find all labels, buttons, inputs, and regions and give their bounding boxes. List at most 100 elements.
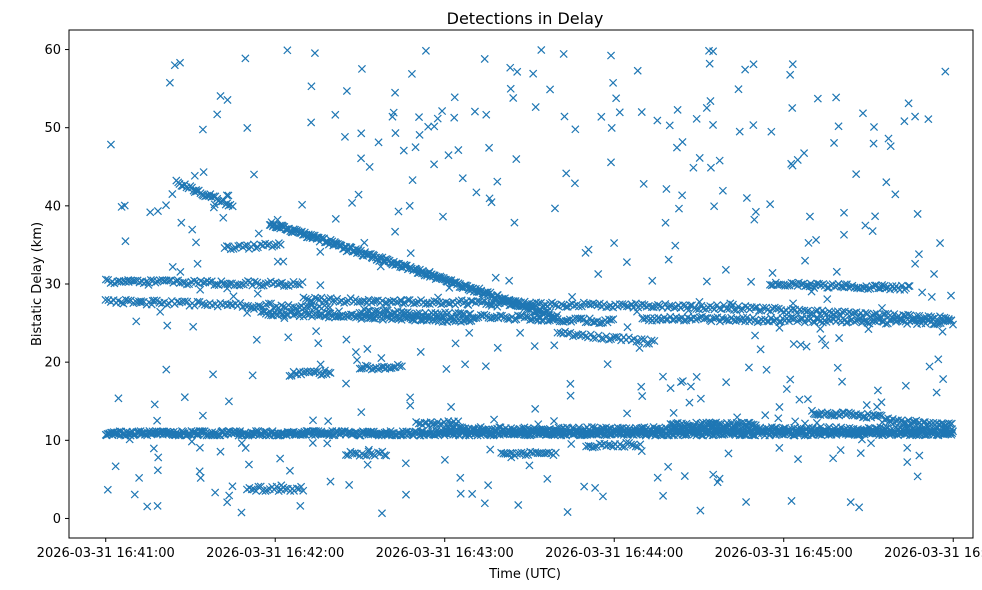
detection-point [742, 193, 751, 203]
detection-point [153, 501, 162, 510]
detection-point [456, 489, 465, 498]
detection-point [438, 212, 448, 221]
x-tick-label: 2026-03-31 16:45:00 [715, 546, 853, 561]
detection-point [326, 477, 335, 486]
detection-point [925, 362, 934, 371]
detection-point [506, 63, 515, 72]
detection-point [283, 46, 292, 55]
detection-point [506, 84, 515, 93]
detection-point [622, 302, 631, 311]
detection-point [273, 257, 282, 266]
detection-point [241, 54, 250, 63]
detection-point [665, 301, 674, 310]
detection-point [871, 212, 880, 221]
detection-point [411, 143, 420, 152]
detection-point [802, 342, 811, 351]
detection-point [450, 113, 459, 122]
detection-point [835, 334, 844, 343]
detection-point [718, 186, 727, 195]
detection-point [570, 179, 579, 188]
detection-point [357, 154, 366, 163]
detection-point [509, 93, 518, 103]
detection-point [838, 377, 847, 386]
detection-point [793, 455, 803, 464]
detection-point [918, 288, 927, 297]
detection-point [480, 499, 489, 508]
detection-point [212, 280, 221, 289]
detection-point [472, 188, 481, 197]
detection-point [685, 398, 694, 407]
detection-point [237, 508, 246, 517]
detection-point [357, 408, 366, 417]
detection-point [775, 443, 784, 452]
detection-point [775, 323, 784, 332]
detection-point [791, 417, 800, 426]
detection-point [200, 300, 209, 309]
detection-point [406, 401, 415, 410]
detection-point [615, 108, 624, 117]
detection-point [571, 125, 580, 134]
detection-point [135, 473, 144, 482]
detection-point [365, 162, 374, 171]
detection-point [374, 138, 383, 147]
detection-point [812, 418, 821, 427]
detection-point [560, 112, 569, 121]
detection-point [223, 498, 232, 507]
detection-point [531, 404, 540, 413]
detection-point [789, 299, 798, 308]
detection-point [124, 296, 133, 305]
detection-point [405, 201, 414, 210]
detection-point [620, 301, 629, 310]
detection-point [357, 64, 366, 73]
detection-point [150, 296, 159, 305]
detection-point [803, 395, 812, 404]
detection-point [747, 277, 756, 286]
detection-point [146, 208, 155, 217]
detection-point [207, 277, 216, 286]
detection-point [252, 335, 261, 344]
detection-point [751, 331, 760, 340]
detection-point [666, 384, 675, 393]
detection-point [761, 411, 770, 420]
detection-point [529, 69, 538, 78]
detection-point [546, 85, 555, 94]
detection-point [236, 298, 245, 307]
detection-point [226, 279, 235, 288]
y-tick-label: 20 [44, 356, 61, 371]
detection-point [363, 460, 372, 469]
detection-point [444, 299, 453, 308]
detection-point [323, 439, 332, 448]
detection-point [176, 267, 185, 276]
detection-point [324, 295, 333, 304]
detection-point [741, 65, 750, 74]
detection-point [946, 291, 956, 300]
detection-point [706, 97, 715, 106]
detection-point [735, 127, 744, 136]
detection-point [721, 265, 730, 274]
detection-point [156, 307, 165, 316]
detection-point [749, 60, 758, 69]
detection-point [793, 155, 802, 164]
detection-point [381, 298, 390, 307]
detection-point [830, 138, 839, 147]
detection-point [111, 462, 120, 471]
detection-point [136, 298, 145, 307]
detection-point [873, 386, 882, 395]
detection-point [715, 156, 724, 165]
detection-point [328, 296, 337, 305]
detection-point [153, 466, 162, 475]
detection-point [340, 132, 349, 141]
detection-point [549, 300, 558, 309]
detection-point [903, 458, 912, 467]
detection-point [216, 91, 225, 101]
detection-point [354, 190, 363, 199]
detection-point [516, 328, 525, 337]
detection-point [505, 276, 514, 285]
detection-point [401, 459, 410, 468]
detection-point [345, 480, 354, 489]
detection-point [812, 235, 821, 244]
detection-point [566, 391, 575, 400]
detection-point [199, 168, 208, 177]
detection-point [324, 417, 333, 426]
detection-point [788, 60, 797, 69]
